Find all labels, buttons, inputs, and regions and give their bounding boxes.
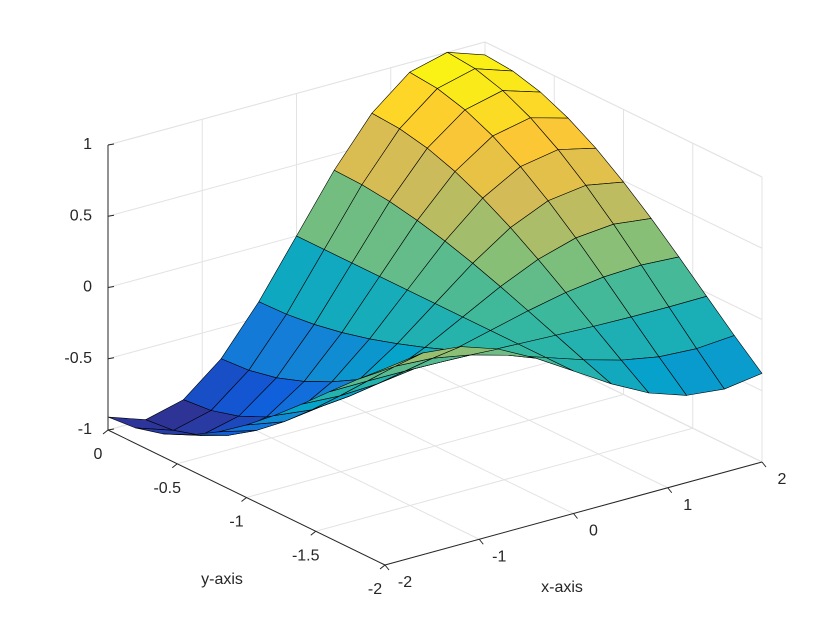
x-tick [761,461,767,468]
y-tick-label: -1.5 [292,547,320,564]
x-tick-label: 1 [683,497,692,514]
y-tick-label: 0 [94,446,103,463]
y-tick-label: -1 [229,514,243,531]
x-tick [384,564,390,571]
z-tick-label: 0.5 [70,207,92,224]
z-tick-label: 1 [83,136,92,153]
grid-line [246,394,624,498]
z-tick-label: -1 [78,421,92,438]
grid-line [315,427,693,532]
y-tick [241,497,247,502]
x-tick [667,487,673,494]
y-tick [379,564,386,570]
x-tick-label: -2 [398,574,412,591]
x-tick-label: 2 [778,471,787,488]
surface-face [356,352,424,380]
z-tick [107,286,115,288]
grid-line [177,360,555,465]
grid-line [484,41,763,178]
x-tick-label: -1 [492,548,506,565]
z-tick-label: -0.5 [64,350,92,367]
x-axis-label: x-axis [541,579,583,596]
y-tick [171,463,178,469]
x-tick [573,513,578,519]
z-tick [107,214,115,217]
z-tick [107,428,115,431]
y-tick [310,530,317,536]
y-axis-label: y-axis [201,571,243,588]
z-tick [107,357,115,360]
y-tick-label: -2 [368,581,382,598]
z-tick [107,143,115,146]
y-tick [102,429,109,435]
x-tick [478,538,484,545]
y-tick-label: -0.5 [153,480,181,497]
x-tick-label: 0 [589,523,598,540]
z-tick-label: 0 [83,279,92,296]
grid-line [107,41,486,146]
